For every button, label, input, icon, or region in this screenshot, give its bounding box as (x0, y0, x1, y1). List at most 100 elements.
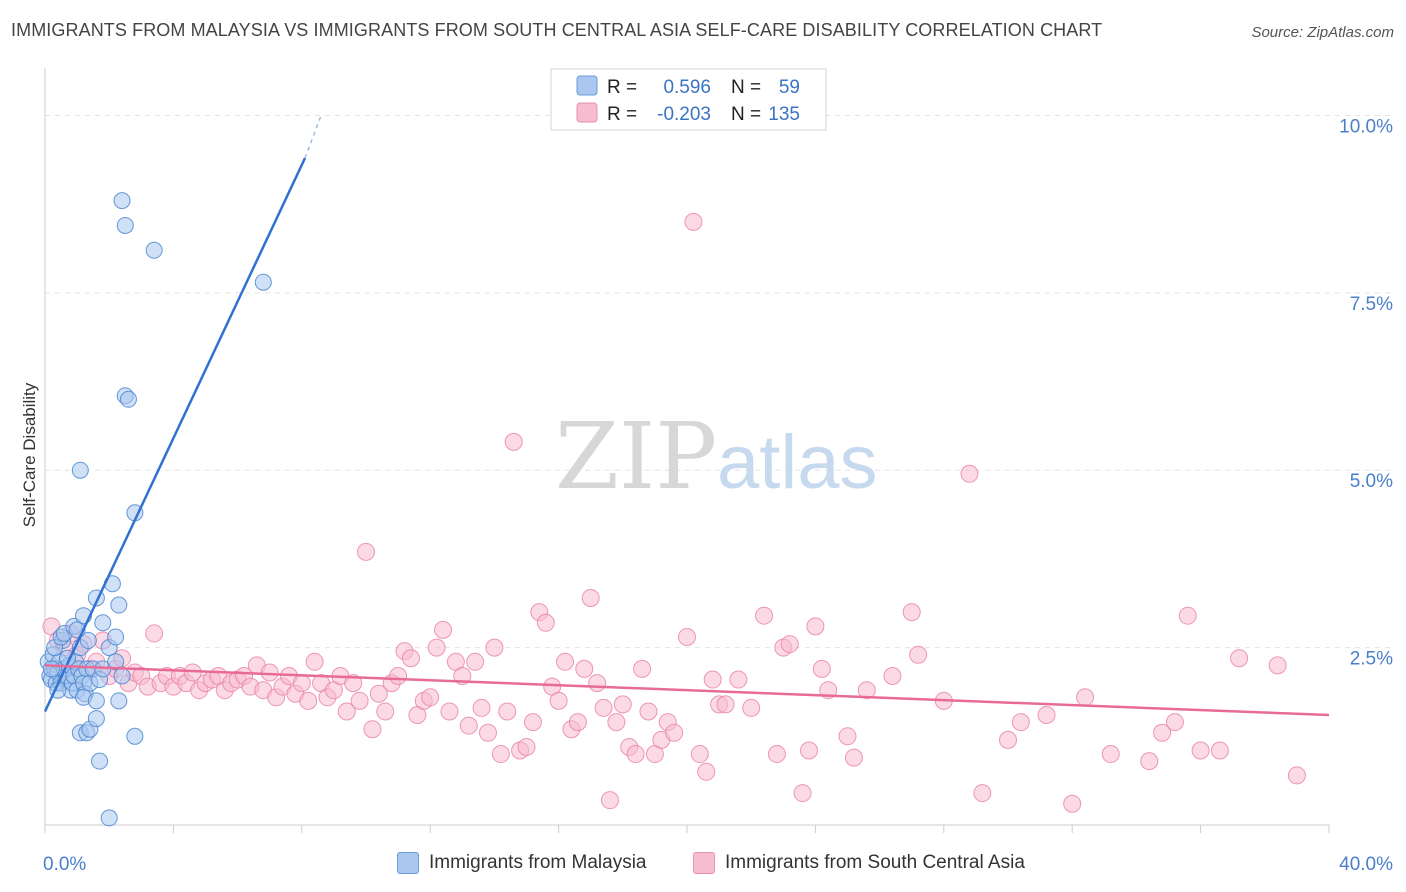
pink-point-79 (549, 691, 568, 710)
blue-point-52 (110, 596, 128, 614)
pink-point-86 (594, 698, 613, 717)
pink-point-67 (472, 698, 491, 717)
pink-point-130 (1101, 745, 1120, 764)
pink-point-134 (1178, 606, 1197, 625)
pink-point-91 (626, 745, 645, 764)
pink-point-41 (305, 652, 324, 671)
legend-r-label-1: R = (607, 77, 637, 98)
pink-point-125 (999, 730, 1017, 749)
pink-point-52 (376, 702, 395, 721)
pink-point-16 (145, 624, 164, 643)
blue-point-58 (113, 192, 131, 210)
stats-legend: R = 0.596 N = 59 R = -0.203 N = 135 (550, 68, 827, 131)
pink-point-49 (357, 542, 375, 561)
pink-point-105 (729, 670, 748, 689)
x-tick-label-1: 40.0% (1339, 854, 1393, 875)
pink-point-69 (485, 638, 504, 657)
pink-point-128 (1063, 794, 1082, 813)
pink-point-120 (902, 603, 921, 622)
legend-swatch-malaysia (397, 852, 419, 874)
pink-point-92 (633, 659, 652, 678)
pink-point-97 (665, 723, 684, 742)
pink-point-65 (459, 716, 478, 735)
y-tick-label-2: 7.5% (1350, 294, 1393, 315)
pink-point-70 (491, 745, 510, 764)
pink-point-101 (697, 762, 716, 781)
pink-series-points (42, 212, 1306, 813)
blue-point-40 (107, 653, 125, 671)
watermark-atlas: atlas (717, 420, 878, 505)
axes (44, 68, 1330, 833)
pink-point-127 (1037, 706, 1056, 725)
chart-title: IMMIGRANTS FROM MALAYSIA VS IMMIGRANTS F… (11, 20, 1103, 40)
pink-point-136 (1210, 741, 1229, 760)
pink-point-93 (639, 702, 658, 721)
series-legend: Immigrants from Malaysia Immigrants from… (0, 852, 1406, 880)
pink-point-114 (812, 659, 831, 678)
pink-point-62 (440, 702, 459, 721)
blue-point-54 (71, 461, 89, 479)
trend-line-malaysia (43, 157, 307, 713)
legend-r-value-2: -0.203 (657, 104, 711, 125)
pink-point-139 (1287, 766, 1306, 785)
pink-point-83 (575, 659, 594, 678)
legend-swatch-south-central-asia (693, 852, 715, 874)
y-tick-label-0: 2.5% (1350, 649, 1393, 670)
pink-point-40 (299, 691, 318, 710)
legend-item-south-central-asia[interactable]: Immigrants from South Central Asia (693, 852, 1025, 874)
pink-point-77 (536, 613, 555, 632)
pink-point-106 (742, 698, 761, 717)
pink-point-71 (498, 702, 517, 721)
pink-point-116 (838, 727, 857, 746)
y-axis-title: Self-Care Disability (20, 382, 39, 527)
pink-point-74 (517, 737, 536, 756)
pink-point-110 (780, 635, 799, 654)
pink-point-112 (799, 741, 818, 760)
blue-point-64 (42, 660, 60, 678)
pink-point-126 (1011, 713, 1030, 732)
pink-point-75 (523, 713, 542, 732)
pink-point-39 (292, 674, 311, 693)
trend-line-malaysia-extension (304, 115, 322, 159)
pink-point-133 (1165, 713, 1184, 732)
legend-item-malaysia[interactable]: Immigrants from Malaysia (397, 852, 647, 874)
pink-point-118 (857, 681, 876, 700)
blue-point-49 (94, 614, 112, 632)
x-tick-label-0: 0.0% (43, 854, 86, 875)
watermark: ZIP atlas (555, 403, 878, 510)
pink-point-80 (556, 652, 575, 671)
pink-point-137 (1230, 649, 1249, 668)
blue-point-47 (91, 752, 109, 770)
pink-point-51 (369, 684, 388, 703)
pink-point-68 (478, 723, 497, 742)
pink-point-119 (883, 667, 902, 685)
pink-point-132 (1153, 723, 1172, 742)
pink-point-47 (344, 674, 363, 693)
pink-point-135 (1191, 741, 1210, 760)
pink-point-54 (389, 667, 408, 685)
y-tick-label-3: 10.0% (1339, 116, 1393, 137)
legend-n-label-2: N = (731, 104, 761, 125)
pink-point-108 (767, 745, 786, 764)
pink-point-121 (909, 645, 928, 664)
pink-point-104 (716, 695, 735, 714)
legend-swatch-pink (576, 102, 598, 123)
legend-n-value-1: 59 (779, 77, 800, 98)
legend-r-label-2: R = (607, 104, 637, 125)
pink-point-99 (684, 212, 703, 231)
blue-series-points (39, 192, 272, 827)
blue-point-60 (145, 241, 163, 259)
pink-point-100 (690, 745, 709, 764)
watermark-zip: ZIP (555, 403, 717, 510)
blue-point-46 (87, 710, 105, 728)
pink-point-59 (421, 688, 440, 707)
pink-point-34 (260, 663, 279, 682)
pink-point-82 (568, 713, 587, 732)
legend-label-south-central-asia: Immigrants from South Central Asia (725, 852, 1025, 873)
legend-label-malaysia: Immigrants from Malaysia (429, 852, 647, 873)
pink-point-72 (504, 432, 523, 451)
pink-point-111 (793, 784, 812, 803)
blue-point-61 (254, 273, 272, 291)
legend-r-value-1: 0.596 (663, 77, 711, 98)
